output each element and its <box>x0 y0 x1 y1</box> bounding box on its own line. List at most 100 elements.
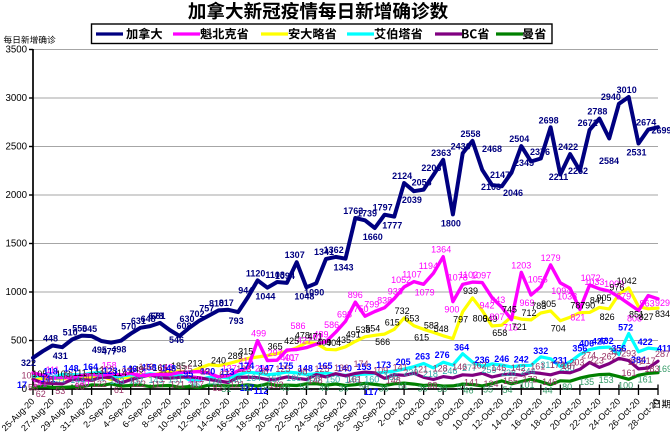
svg-text:681: 681 <box>150 311 165 321</box>
svg-text:500: 500 <box>11 336 28 347</box>
svg-text:263: 263 <box>415 352 430 362</box>
svg-text:477: 477 <box>102 347 117 357</box>
svg-text:111: 111 <box>46 365 60 375</box>
svg-text:1090: 1090 <box>304 287 324 297</box>
svg-text:160: 160 <box>364 375 379 385</box>
svg-text:1103: 1103 <box>265 270 285 280</box>
svg-text:615: 615 <box>414 332 429 342</box>
svg-text:409: 409 <box>316 337 331 347</box>
svg-text:236: 236 <box>475 355 490 365</box>
svg-text:698: 698 <box>337 309 352 319</box>
svg-text:54: 54 <box>260 382 270 392</box>
svg-text:207: 207 <box>628 357 643 367</box>
svg-text:499: 499 <box>251 329 266 339</box>
svg-text:54: 54 <box>299 382 309 392</box>
svg-text:112: 112 <box>159 365 173 375</box>
svg-text:148: 148 <box>298 364 313 374</box>
svg-text:148: 148 <box>308 376 323 386</box>
svg-text:149: 149 <box>129 365 144 375</box>
svg-text:2046: 2046 <box>503 188 523 198</box>
svg-text:164: 164 <box>246 373 261 383</box>
svg-text:1048: 1048 <box>294 291 314 301</box>
svg-text:1307: 1307 <box>285 250 305 260</box>
svg-text:648: 648 <box>141 314 156 324</box>
svg-text:432: 432 <box>599 336 614 346</box>
svg-text:750: 750 <box>353 304 368 314</box>
svg-text:1072: 1072 <box>581 273 601 283</box>
svg-text:435: 435 <box>336 335 351 345</box>
svg-text:259: 259 <box>481 365 496 375</box>
svg-text:153: 153 <box>599 375 614 385</box>
svg-text:223: 223 <box>589 355 604 365</box>
svg-text:799: 799 <box>364 300 379 310</box>
svg-text:58: 58 <box>43 374 53 384</box>
svg-text:491: 491 <box>346 329 361 339</box>
svg-text:183: 183 <box>644 364 659 374</box>
svg-text:808: 808 <box>627 314 642 324</box>
svg-text:31: 31 <box>221 384 231 394</box>
svg-text:276: 276 <box>435 350 450 360</box>
svg-text:2698: 2698 <box>539 115 559 125</box>
svg-text:896: 896 <box>348 290 363 300</box>
svg-text:62: 62 <box>36 389 46 399</box>
svg-text:120: 120 <box>200 366 215 376</box>
svg-text:146: 146 <box>122 364 137 374</box>
svg-text:489: 489 <box>313 330 328 340</box>
svg-text:287: 287 <box>655 349 670 359</box>
svg-text:42: 42 <box>241 383 251 393</box>
svg-text:105: 105 <box>32 369 47 379</box>
svg-text:942: 942 <box>479 301 494 311</box>
svg-text:364: 364 <box>454 343 469 353</box>
svg-text:155: 155 <box>503 376 518 386</box>
svg-text:1052: 1052 <box>391 275 411 285</box>
svg-text:157: 157 <box>267 374 282 384</box>
svg-text:117: 117 <box>190 380 204 390</box>
svg-text:548: 548 <box>434 324 449 334</box>
svg-text:216: 216 <box>238 356 253 366</box>
svg-text:356: 356 <box>572 344 587 354</box>
svg-text:1055: 1055 <box>528 275 548 285</box>
svg-text:217: 217 <box>641 356 656 366</box>
svg-text:826: 826 <box>600 312 615 322</box>
svg-text:122: 122 <box>131 379 146 389</box>
svg-text:851: 851 <box>629 310 644 320</box>
svg-text:113: 113 <box>220 367 235 377</box>
svg-text:133: 133 <box>131 366 146 376</box>
svg-text:2363: 2363 <box>431 148 451 158</box>
svg-text:2103: 2103 <box>481 182 501 192</box>
svg-text:174: 174 <box>353 359 368 369</box>
svg-text:678: 678 <box>148 311 163 321</box>
svg-text:40: 40 <box>319 383 329 393</box>
svg-text:1000: 1000 <box>5 287 27 298</box>
svg-text:879: 879 <box>616 292 631 302</box>
svg-text:53: 53 <box>55 386 65 396</box>
svg-text:158: 158 <box>306 374 321 384</box>
svg-text:1343: 1343 <box>333 263 353 273</box>
svg-text:1094: 1094 <box>551 286 571 296</box>
svg-text:240: 240 <box>211 356 226 366</box>
svg-text:658: 658 <box>492 328 507 338</box>
svg-text:2147: 2147 <box>490 170 510 180</box>
svg-text:246: 246 <box>494 354 509 364</box>
svg-text:807: 807 <box>489 312 504 322</box>
svg-text:262: 262 <box>602 352 617 362</box>
svg-text:546: 546 <box>169 335 184 345</box>
svg-text:61: 61 <box>114 385 124 395</box>
svg-text:365: 365 <box>268 342 283 352</box>
svg-text:757: 757 <box>199 304 214 314</box>
svg-text:146: 146 <box>542 377 557 387</box>
svg-text:46: 46 <box>463 386 473 396</box>
svg-text:2674: 2674 <box>636 118 656 128</box>
svg-text:293: 293 <box>621 349 636 359</box>
svg-text:712: 712 <box>521 308 536 318</box>
svg-text:133: 133 <box>89 366 104 376</box>
svg-text:2584: 2584 <box>599 156 619 166</box>
svg-text:2504: 2504 <box>509 134 529 144</box>
svg-text:2788: 2788 <box>587 107 607 117</box>
svg-text:140: 140 <box>337 363 352 373</box>
svg-text:121: 121 <box>230 379 245 389</box>
svg-text:615: 615 <box>385 317 400 327</box>
svg-text:146: 146 <box>227 375 242 385</box>
svg-text:2558: 2558 <box>460 129 480 139</box>
svg-text:96: 96 <box>190 380 200 390</box>
